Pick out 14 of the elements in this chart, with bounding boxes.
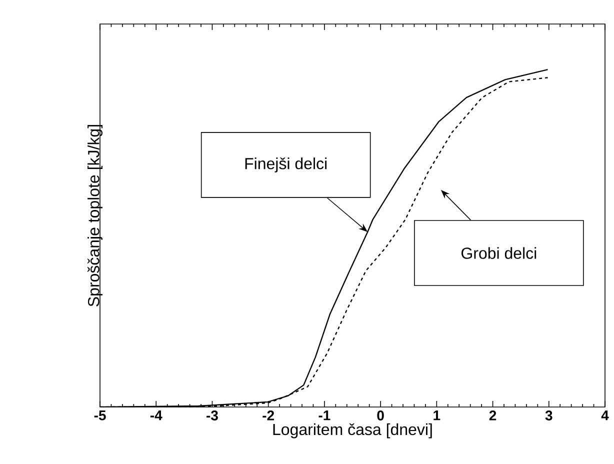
y-axis-title: Sproščanje toplote [kJ/kg] [87,125,102,306]
x-tick-label: 1 [434,410,440,420]
x-tick-label: -1 [318,410,330,420]
x-tick-label: 0 [377,410,384,420]
x-tick-label: 3 [545,410,552,420]
annotation: Grobi delci [462,247,536,259]
x-tick-label: 4 [601,410,609,420]
x-tick-label: -2 [262,410,274,420]
x-tick-label: -3 [206,410,218,420]
x-tick-label: -5 [94,410,106,420]
x-axis-title: Logaritem časa [dnevi] [273,423,432,438]
annotation: Finejši delci [245,157,327,172]
x-tick-label: 2 [489,410,496,420]
x-tick-label: -4 [150,410,162,420]
